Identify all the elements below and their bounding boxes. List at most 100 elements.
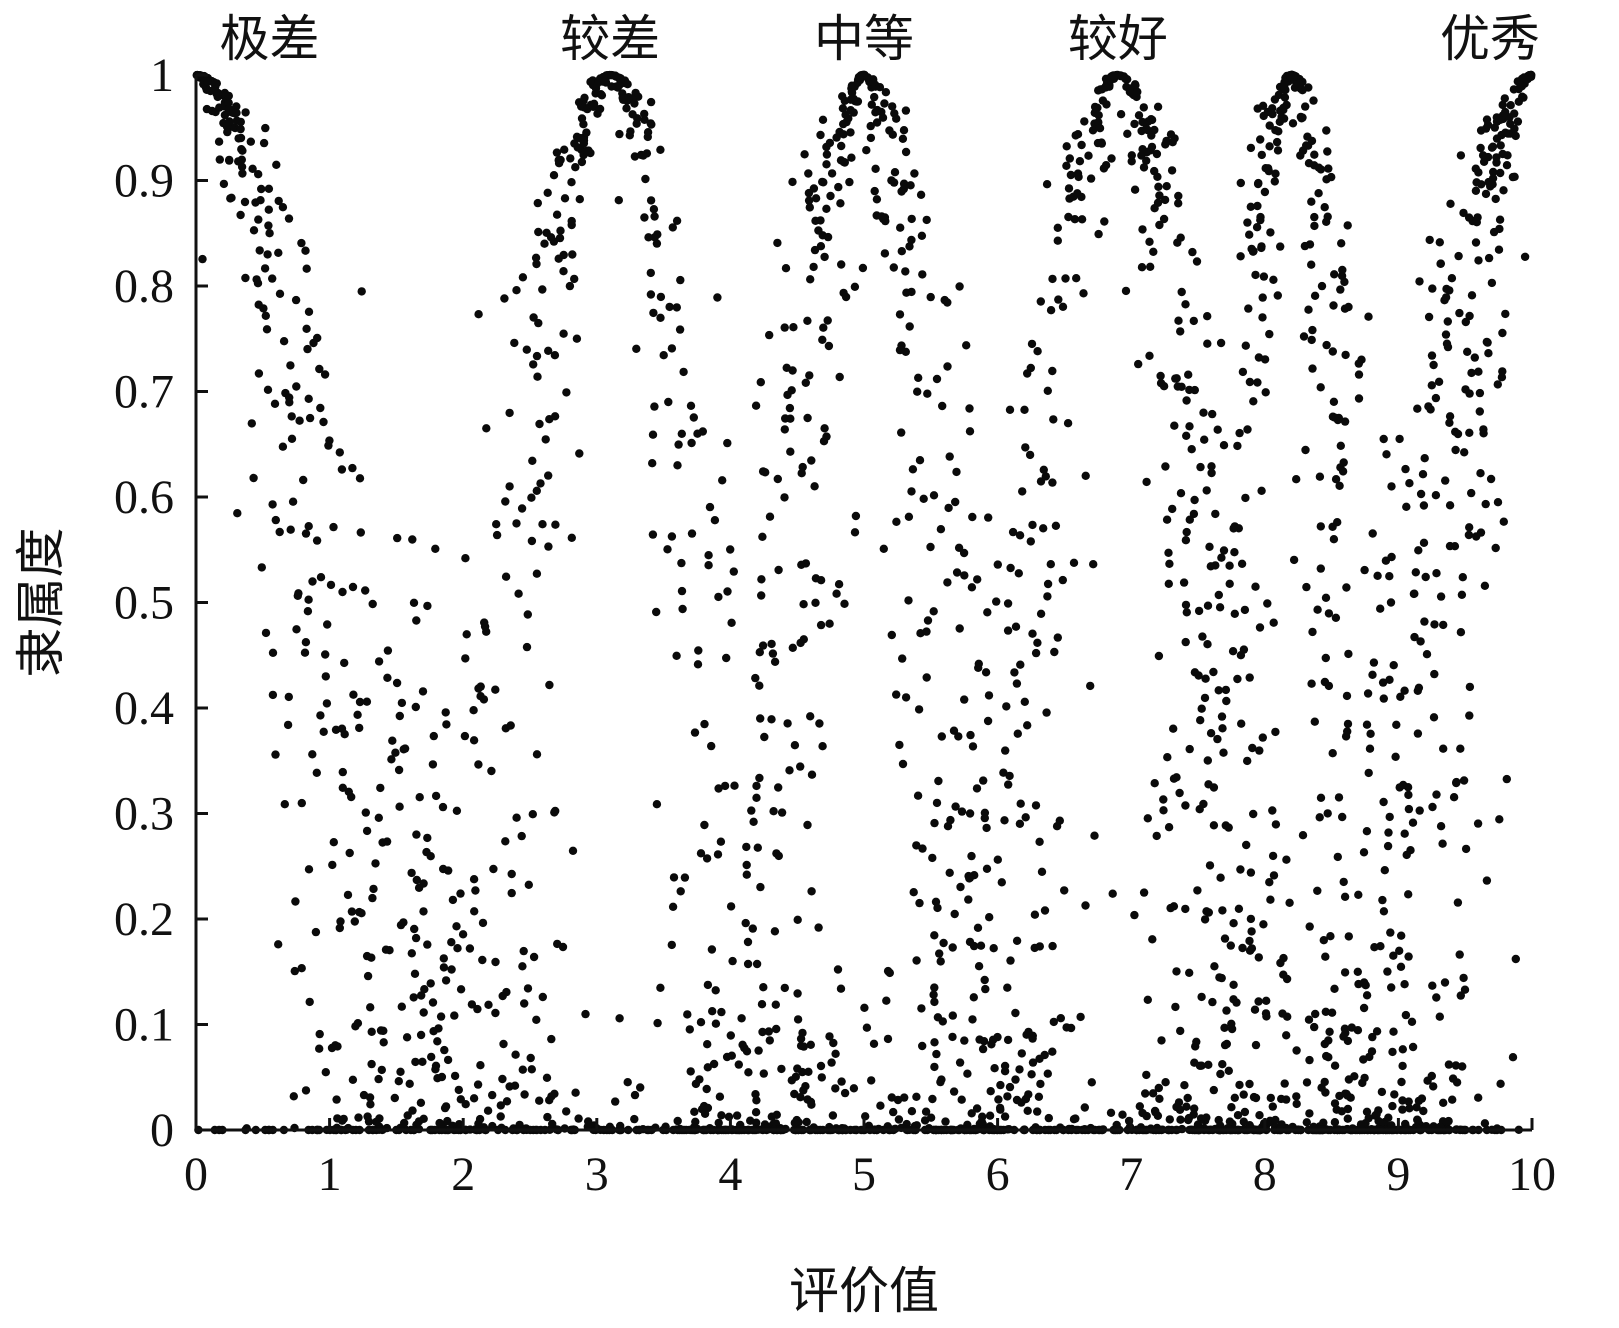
scatter-point	[409, 993, 418, 1002]
scatter-point	[1377, 1087, 1387, 1097]
scatter-point	[1040, 906, 1050, 915]
scatter-point	[1192, 257, 1202, 266]
scatter-point	[567, 216, 576, 226]
scatter-point	[496, 1101, 505, 1110]
grade-label: 优秀	[1440, 10, 1540, 68]
scatter-point	[1206, 729, 1216, 738]
x-tick-label: 9	[1386, 1148, 1410, 1201]
scatter-point	[1470, 353, 1480, 362]
scatter-point	[589, 99, 599, 109]
scatter-point	[319, 417, 328, 427]
scatter-point	[1322, 126, 1331, 135]
scatter-point	[1292, 1046, 1301, 1055]
scatter-point	[574, 1114, 583, 1123]
scatter-point	[1153, 198, 1163, 207]
scatter-point	[412, 875, 421, 885]
scatter-point	[943, 298, 952, 307]
scatter-point	[1321, 653, 1331, 663]
scatter-point	[1027, 339, 1037, 349]
scatter-point	[1137, 263, 1147, 272]
scatter-point	[1250, 1005, 1260, 1014]
scatter-point	[410, 969, 420, 978]
scatter-point	[393, 533, 402, 543]
scatter-point	[1413, 404, 1422, 413]
scatter-point	[1268, 1102, 1278, 1111]
scatter-point	[501, 497, 510, 506]
scatter-point	[512, 813, 521, 822]
scatter-point	[577, 157, 587, 167]
scatter-point	[1121, 286, 1131, 296]
scatter-point	[736, 1120, 745, 1130]
scatter-point	[993, 855, 1002, 864]
scatter-point	[465, 944, 475, 953]
scatter-point	[332, 1095, 341, 1104]
scatter-point	[501, 572, 511, 581]
scatter-point	[1448, 1095, 1457, 1104]
scatter-point	[1080, 117, 1089, 126]
scatter-point	[1310, 291, 1320, 300]
scatter-point	[773, 474, 782, 484]
scatter-point	[1388, 1047, 1397, 1057]
scatter-point	[1208, 409, 1217, 419]
scatter-point	[1214, 590, 1224, 600]
scatter-point	[1246, 868, 1256, 877]
scatter-point	[1442, 339, 1452, 348]
scatter-point	[1440, 978, 1450, 987]
scatter-point	[907, 214, 916, 224]
scatter-point	[1036, 297, 1046, 306]
scatter-point	[711, 986, 720, 995]
x-tick-label: 4	[718, 1148, 742, 1201]
scatter-point	[972, 784, 982, 793]
scatter-point	[390, 1093, 399, 1103]
scatter-point	[1490, 123, 1500, 132]
scatter-point	[1172, 967, 1181, 976]
scatter-point	[1266, 1093, 1276, 1103]
scatter-point	[1307, 197, 1316, 206]
scatter-point	[714, 592, 723, 602]
scatter-point	[897, 428, 906, 437]
scatter-point	[626, 127, 635, 136]
scatter-point	[921, 1107, 931, 1116]
scatter-point	[1081, 471, 1090, 480]
scatter-point	[1109, 71, 1119, 81]
scatter-point	[374, 813, 383, 822]
scatter-point	[1279, 103, 1288, 113]
scatter-point	[1066, 170, 1076, 180]
scatter-point	[965, 809, 975, 818]
scatter-point	[1123, 129, 1132, 138]
scatter-point	[1488, 174, 1498, 183]
scatter-point	[1401, 464, 1410, 474]
scatter-point	[966, 730, 975, 740]
scatter-point	[312, 536, 322, 545]
scatter-point	[1453, 898, 1463, 907]
scatter-point	[301, 529, 311, 538]
scatter-point	[491, 685, 500, 694]
scatter-point	[744, 1068, 753, 1077]
scatter-point	[1035, 1054, 1044, 1064]
scatter-point	[1271, 820, 1281, 829]
scatter-point	[1455, 950, 1464, 959]
scatter-point	[271, 515, 280, 525]
scatter-point	[1130, 910, 1139, 920]
scatter-point	[714, 784, 723, 793]
scatter-point	[1410, 632, 1419, 642]
scatter-point	[1203, 312, 1212, 321]
scatter-point	[1240, 1107, 1250, 1117]
scatter-point	[938, 401, 947, 411]
scatter-point	[1313, 605, 1322, 614]
scatter-point	[1094, 229, 1103, 239]
scatter-point	[313, 333, 322, 343]
scatter-point	[804, 169, 813, 178]
scatter-point	[476, 692, 485, 701]
scatter-point	[1404, 1097, 1413, 1106]
scatter-point	[1322, 217, 1331, 226]
scatter-point	[518, 962, 527, 971]
y-tick-label: 0.3	[114, 788, 174, 841]
scatter-point	[1134, 111, 1144, 120]
scatter-point	[305, 997, 314, 1007]
scatter-point	[1510, 172, 1519, 181]
scatter-point	[469, 706, 478, 715]
scatter-point	[888, 102, 897, 111]
scatter-point	[965, 427, 975, 436]
scatter-point	[1501, 309, 1510, 319]
